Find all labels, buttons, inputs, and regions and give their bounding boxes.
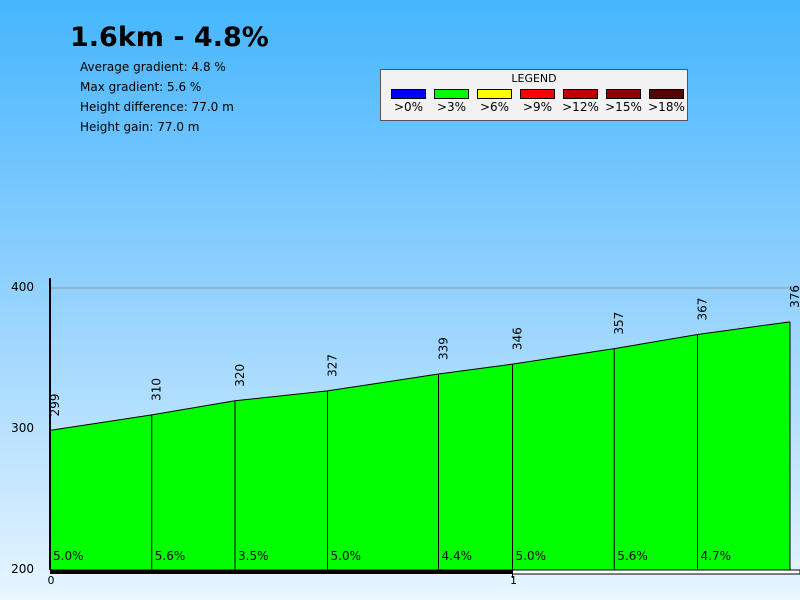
elevation-label: 327: [326, 354, 340, 377]
km-bar-black: [50, 570, 513, 574]
segment-gradient-label: 5.0%: [331, 549, 362, 563]
legend-swatch: [606, 89, 641, 99]
legend-label: >3%: [436, 100, 467, 114]
stats-panel: Average gradient: 4.8 % Max gradient: 5.…: [80, 57, 234, 137]
legend-title: LEGEND: [511, 72, 557, 85]
legend-swatch: [434, 89, 469, 99]
segment-gradient-label: 4.4%: [442, 549, 473, 563]
y-tick-label: 300: [11, 421, 34, 435]
legend-label: >12%: [562, 100, 599, 114]
legend-item: >9%: [516, 89, 559, 114]
legend-item: >0%: [387, 89, 430, 114]
y-tick-label: 400: [11, 280, 34, 294]
legend-label: >6%: [479, 100, 510, 114]
y-tick-label: 200: [11, 562, 34, 576]
segment-gradient-label: 5.0%: [516, 549, 547, 563]
elevation-label: 339: [437, 337, 451, 360]
height-gain: Height gain: 77.0 m: [80, 120, 200, 134]
segment-gradient-label: 4.7%: [701, 549, 732, 563]
segment-gradient-label: 5.6%: [155, 549, 186, 563]
legend-swatch: [563, 89, 598, 99]
legend-item: >3%: [430, 89, 473, 114]
legend-label: >0%: [393, 100, 424, 114]
elevation-label: 299: [48, 394, 62, 417]
elevation-label: 320: [233, 364, 247, 387]
elevation-label: 346: [511, 327, 525, 350]
segment-gradient-label: 5.0%: [53, 549, 84, 563]
legend-swatch: [520, 89, 555, 99]
elevation-label: 310: [150, 378, 164, 401]
legend: LEGEND >0% >3% >6% >9% >12% >15% >18%: [380, 69, 688, 121]
legend-item: >12%: [559, 89, 602, 114]
max-gradient: Max gradient: 5.6 %: [80, 80, 202, 94]
elevation-label: 376: [788, 285, 800, 308]
legend-swatch: [477, 89, 512, 99]
elevation-area: [50, 321, 790, 570]
elevation-label: 367: [696, 298, 710, 321]
chart-title: 1.6km - 4.8%: [70, 22, 269, 53]
x-tick-label: 0: [48, 574, 55, 587]
km-bar-white: [512, 569, 800, 575]
legend-label: >18%: [648, 100, 685, 114]
legend-label: >9%: [522, 100, 553, 114]
legend-item: >6%: [473, 89, 516, 114]
segment-gradient-label: 5.6%: [617, 549, 648, 563]
legend-swatch: [649, 89, 684, 99]
segment-gradient-label: 3.5%: [238, 549, 269, 563]
legend-item: >18%: [645, 89, 688, 114]
elevation-label: 357: [612, 312, 626, 335]
legend-swatch: [391, 89, 426, 99]
average-gradient: Average gradient: 4.8 %: [80, 60, 226, 74]
x-tick-label: 1: [510, 574, 517, 587]
height-difference: Height difference: 77.0 m: [80, 100, 234, 114]
legend-items: >0% >3% >6% >9% >12% >15% >18%: [387, 89, 688, 114]
legend-label: >15%: [605, 100, 642, 114]
legend-item: >15%: [602, 89, 645, 114]
